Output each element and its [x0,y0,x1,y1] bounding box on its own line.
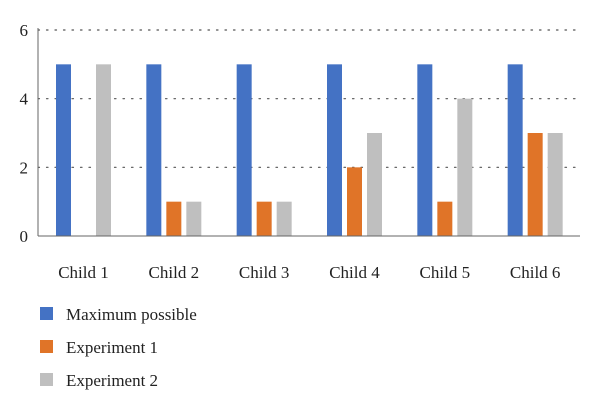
bar-experiment-1 [347,167,362,236]
legend-label: Maximum possible [66,305,197,324]
x-tick-label: Child 1 [58,263,109,282]
x-tick-label: Child 4 [329,263,380,282]
legend-label: Experiment 2 [66,371,158,390]
bar-experiment-1 [256,201,272,236]
bar-experiment-2 [186,201,202,236]
bars [56,64,563,237]
bar-experiment-1 [527,133,543,236]
y-tick-label: 4 [20,90,29,109]
legend-swatch [40,340,53,353]
legend-swatch [40,307,53,320]
bar-experiment-2 [547,133,563,236]
bar-experiment-2 [276,201,292,236]
legend: Maximum possible Experiment 1 Experiment 2 [40,305,197,390]
y-axis: 0 2 4 6 [20,21,39,246]
bar-experiment-1 [437,201,453,236]
x-tick-label: Child 5 [420,263,471,282]
bar-maximum-possible [507,64,523,236]
y-tick-label: 6 [20,21,29,40]
legend-label: Experiment 1 [66,338,158,357]
bar-maximum-possible [417,64,433,236]
bar-maximum-possible [327,64,342,236]
x-axis: Child 1 Child 2 Child 3 Child 4 Child 5 Child… [38,235,580,282]
x-tick-label: Child 2 [149,263,200,282]
y-tick-label: 0 [20,227,29,246]
bar-maximum-possible [236,64,252,236]
bar-maximum-possible [146,64,162,236]
bar-maximum-possible [56,64,71,236]
x-tick-label: Child 3 [239,263,290,282]
bar-experiment-1 [166,201,182,236]
bar-experiment-2 [367,133,382,236]
bar-experiment-2 [457,98,473,237]
x-tick-label: Child 6 [510,263,561,282]
bar-experiment-2 [96,64,111,236]
y-tick-label: 2 [20,158,29,177]
gridlines [37,29,581,168]
legend-swatch [40,373,53,386]
